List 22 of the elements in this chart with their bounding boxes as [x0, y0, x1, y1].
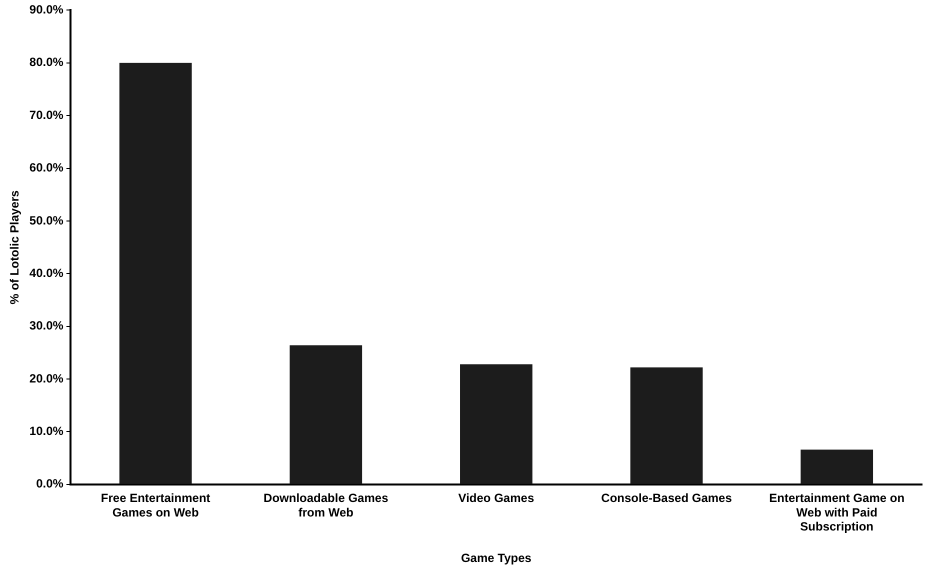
y-tick-label: 40.0%	[29, 266, 64, 280]
bar	[800, 450, 874, 484]
x-axis-title: Game Types	[460, 551, 532, 566]
y-tick-label: 20.0%	[29, 371, 64, 386]
x-tick-label: Entertainment Game on Web with Paid Subscription	[769, 490, 905, 534]
y-tick-label: 80.0%	[29, 55, 64, 70]
x-tick-label: Free Entertainment Games on Web	[100, 490, 210, 520]
bar	[119, 62, 192, 484]
x-tick-label: Console-Based Games	[601, 490, 732, 505]
y-tick-label: 70.0%	[29, 108, 64, 122]
y-axis-title: % of Lotolic Players	[8, 190, 22, 304]
y-tick-label: 90.0%	[29, 2, 64, 17]
y-tick-label: 0.0%	[36, 476, 64, 491]
bar	[290, 345, 362, 484]
x-tick-label: Video Games	[458, 490, 534, 505]
bar	[630, 367, 703, 484]
x-tick-label: Downloadable Games from Web	[264, 490, 389, 520]
y-tick-label: 60.0%	[29, 160, 64, 175]
y-tick-label: 30.0%	[29, 318, 64, 333]
y-tick-label: 50.0%	[29, 213, 64, 228]
y-tick-label: 10.0%	[29, 424, 64, 438]
bar	[460, 364, 532, 484]
